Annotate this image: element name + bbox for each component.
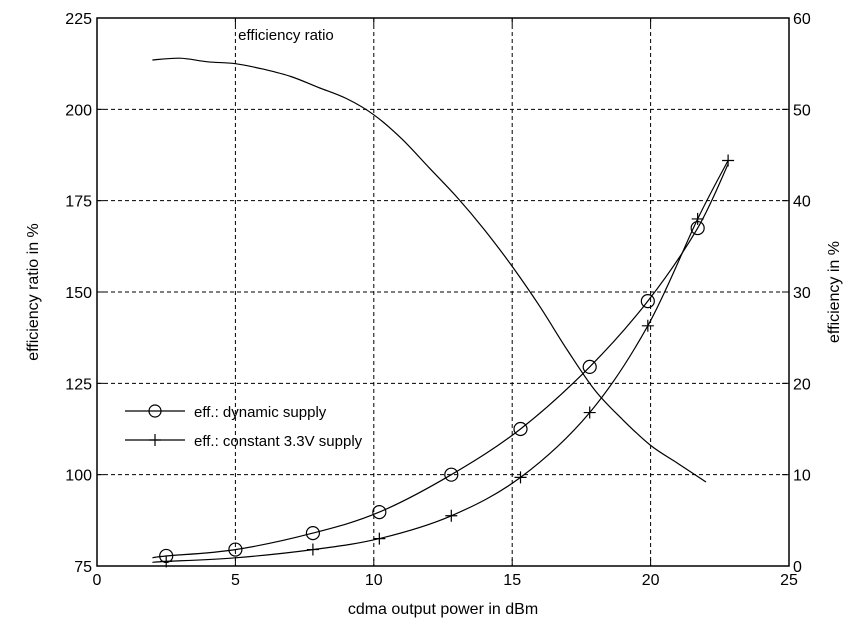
x-tick-label: 10 [365, 572, 383, 589]
x-tick-label: 20 [642, 572, 660, 589]
legend-label-dynamic: eff.: dynamic supply [194, 404, 327, 421]
data-point-constant-supply [583, 406, 596, 419]
legend-marker-circle [148, 404, 162, 418]
x-tick-label: 15 [503, 572, 521, 589]
x-tick-label: 5 [231, 572, 240, 589]
y-tick-label-right: 40 [793, 194, 811, 211]
y-tick-label-right: 60 [793, 11, 811, 28]
data-point-constant-supply [306, 543, 319, 556]
data-point-dynamic-supply [640, 294, 655, 309]
series-line-efficiency-ratio [152, 57, 707, 483]
y-tick-label-left: 150 [65, 285, 92, 302]
grid [97, 18, 789, 566]
y-tick-label-left: 200 [65, 102, 92, 119]
legend: eff.: dynamic supply eff.: constant 3.3V… [125, 404, 363, 450]
data-point-constant-supply [722, 154, 735, 167]
axis-ticks: 0 5 10 15 20 25 75 100 125 150 175 200 225 0 10 20 30 40 5… [65, 11, 811, 589]
data-point-dynamic-supply [372, 505, 387, 520]
data-point-dynamic-supply [513, 421, 528, 437]
x-axis-label: cdma output power in dBm [348, 601, 538, 618]
series-group [152, 57, 735, 568]
series-line-constant-supply [152, 160, 729, 563]
y-tick-label-left: 175 [65, 194, 92, 211]
y-tick-label-left: 225 [65, 11, 92, 28]
y-tick-label-left: 100 [65, 468, 92, 485]
y-tick-label-right: 30 [793, 285, 811, 302]
x-tick-label: 25 [780, 572, 798, 589]
data-point-constant-supply [445, 509, 458, 522]
data-point-dynamic-supply [444, 467, 459, 482]
annotation-efficiency-ratio: efficiency ratio [238, 27, 334, 44]
y-axis-label-left: efficiency ratio in % [25, 223, 42, 361]
legend-label-constant: eff.: constant 3.3V supply [194, 433, 363, 450]
x-tick-label: 0 [93, 572, 102, 589]
data-point-constant-supply [641, 319, 654, 332]
data-point-constant-supply [691, 212, 704, 225]
y-tick-label-right: 50 [793, 102, 811, 119]
series-line-dynamic-supply [152, 163, 729, 559]
legend-marker-plus [149, 434, 161, 446]
y-axis-label-right: efficiency in % [826, 241, 843, 343]
data-point-constant-supply [373, 532, 386, 545]
y-tick-label-left: 75 [74, 559, 92, 576]
data-point-dynamic-supply [582, 359, 597, 374]
y-tick-label-left: 125 [65, 376, 92, 393]
data-point-dynamic-supply [305, 526, 321, 541]
data-point-constant-supply [514, 471, 527, 484]
y-tick-label-right: 0 [793, 559, 802, 576]
data-point-dynamic-supply [228, 542, 243, 557]
data-point-constant-supply [160, 555, 173, 568]
y-tick-label-right: 20 [793, 376, 811, 393]
y-tick-label-right: 10 [793, 468, 811, 485]
